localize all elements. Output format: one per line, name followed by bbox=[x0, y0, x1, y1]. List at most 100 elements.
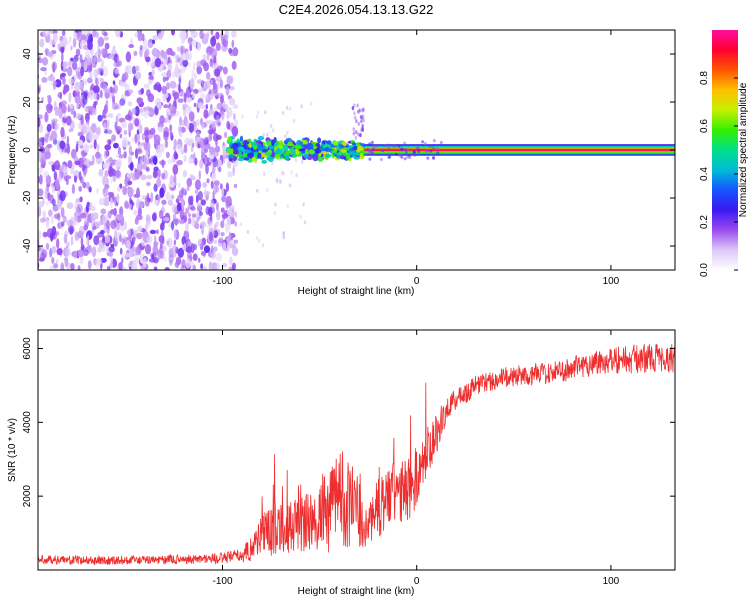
noise-cell bbox=[85, 237, 89, 246]
noise-cell bbox=[135, 65, 140, 72]
tone-fuzz bbox=[429, 149, 433, 153]
noise-cell bbox=[221, 195, 226, 202]
y-tick-label: 20 bbox=[22, 96, 33, 108]
noise-cell bbox=[136, 187, 140, 198]
noise-cell bbox=[134, 118, 140, 127]
noise-cell bbox=[60, 52, 64, 62]
noise-cell bbox=[152, 169, 158, 179]
noise-cell bbox=[231, 125, 239, 137]
noise-cell bbox=[68, 77, 74, 85]
noise-cell bbox=[97, 77, 101, 84]
transition-cell bbox=[336, 144, 340, 151]
noise-cell bbox=[79, 54, 83, 64]
transition-cell bbox=[322, 140, 326, 145]
noise-cell bbox=[129, 124, 134, 131]
tone-fuzz bbox=[368, 142, 372, 146]
noise-cell bbox=[261, 243, 265, 248]
noise-cell bbox=[190, 30, 197, 39]
noise-cell bbox=[147, 142, 151, 149]
y-tick-label: 2000 bbox=[22, 485, 33, 508]
noise-cell bbox=[143, 155, 147, 165]
noise-cell bbox=[77, 265, 81, 270]
noise-cell bbox=[226, 182, 230, 192]
noise-cell bbox=[89, 144, 94, 149]
noise-cell bbox=[128, 155, 132, 164]
noise-cell bbox=[167, 159, 173, 165]
noise-cell bbox=[153, 134, 161, 145]
noise-cell bbox=[88, 89, 95, 100]
y-tick-label: 0 bbox=[22, 147, 33, 153]
noise-cell bbox=[104, 87, 110, 93]
noise-cell bbox=[158, 235, 165, 243]
noise-cell bbox=[165, 191, 171, 201]
noise-cell bbox=[168, 254, 174, 264]
transition-cell bbox=[227, 136, 232, 143]
noise-cell bbox=[142, 257, 147, 268]
noise-cell bbox=[157, 126, 165, 133]
noise-cell bbox=[121, 120, 127, 129]
noise-cell bbox=[266, 188, 269, 193]
tone-fuzz bbox=[381, 149, 385, 153]
noise-cell bbox=[111, 49, 117, 54]
transition-cell bbox=[361, 123, 364, 128]
noise-cell bbox=[188, 213, 191, 218]
noise-cell bbox=[76, 103, 80, 109]
noise-cell bbox=[185, 119, 190, 130]
noise-cell bbox=[146, 235, 153, 244]
tone-fuzz bbox=[400, 147, 404, 151]
noise-cell bbox=[51, 30, 58, 35]
noise-cell bbox=[146, 175, 153, 180]
noise-cell bbox=[108, 54, 114, 60]
transition-cell bbox=[337, 151, 343, 156]
noise-cell bbox=[114, 68, 120, 75]
tone-fuzz bbox=[404, 150, 408, 154]
noise-cell bbox=[194, 179, 202, 191]
noise-cell bbox=[38, 188, 44, 197]
noise-cell bbox=[193, 102, 197, 108]
noise-cell bbox=[141, 142, 148, 147]
noise-cell bbox=[212, 165, 216, 174]
noise-cell bbox=[181, 199, 185, 211]
noise-cell bbox=[53, 80, 56, 90]
noise-cell bbox=[192, 62, 196, 71]
noise-cell bbox=[122, 253, 128, 259]
noise-cell bbox=[214, 145, 221, 153]
noise-cell bbox=[230, 239, 233, 245]
noise-cell bbox=[151, 47, 159, 57]
noise-cell bbox=[110, 243, 115, 249]
noise-cell bbox=[188, 157, 194, 164]
transition-cell bbox=[342, 152, 350, 157]
noise-cell bbox=[201, 225, 205, 236]
noise-cell bbox=[170, 194, 175, 200]
noise-cell bbox=[228, 97, 236, 106]
noise-cell bbox=[215, 252, 223, 262]
noise-cell bbox=[149, 75, 154, 80]
noise-cell bbox=[144, 113, 149, 119]
noise-cell bbox=[123, 224, 127, 230]
noise-cell bbox=[161, 85, 167, 95]
noise-cell bbox=[57, 212, 61, 222]
noise-cell bbox=[44, 150, 51, 160]
noise-cell bbox=[104, 42, 110, 50]
noise-cell bbox=[108, 157, 112, 162]
noise-cell bbox=[62, 36, 68, 47]
noise-cell bbox=[155, 97, 162, 109]
noise-cell bbox=[233, 239, 239, 244]
noise-cell bbox=[208, 261, 213, 270]
noise-cell bbox=[93, 133, 99, 141]
noise-cell bbox=[140, 87, 145, 95]
noise-cell bbox=[209, 93, 214, 100]
noise-cell bbox=[121, 266, 127, 270]
noise-cell bbox=[273, 210, 276, 215]
noise-cell bbox=[116, 214, 123, 221]
noise-cell bbox=[295, 173, 298, 178]
transition-cell bbox=[238, 151, 242, 157]
noise-cell bbox=[148, 60, 154, 67]
tone-fuzz bbox=[366, 148, 370, 152]
noise-cell bbox=[137, 206, 142, 217]
noise-cell bbox=[145, 166, 150, 172]
transition-cell bbox=[359, 133, 362, 138]
snr-frame bbox=[37, 329, 676, 571]
noise-cell bbox=[73, 54, 79, 62]
tone-fuzz bbox=[397, 153, 401, 157]
